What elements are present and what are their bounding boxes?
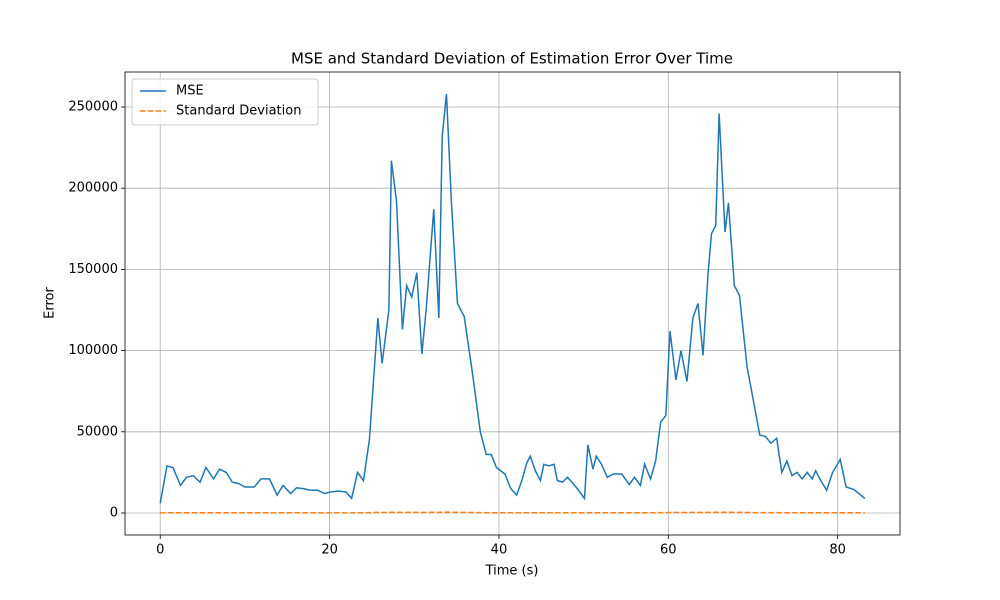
y-tick-label: 100000 xyxy=(68,343,118,358)
plot-frame xyxy=(124,71,901,536)
legend: MSE Standard Deviation xyxy=(131,78,319,126)
chart-title: MSE and Standard Deviation of Estimation… xyxy=(291,50,733,68)
legend-label: Standard Deviation xyxy=(176,104,301,119)
y-tick-label: 0 xyxy=(110,505,118,520)
x-tick-label: 0 xyxy=(156,543,164,558)
x-tick-label: 20 xyxy=(321,543,338,558)
legend-label: MSE xyxy=(176,84,204,99)
x-tick-label: 40 xyxy=(491,543,508,558)
y-tick-label: 50000 xyxy=(77,424,118,439)
x-tick-label: 60 xyxy=(660,543,677,558)
x-axis-label: Time (s) xyxy=(485,564,539,579)
data-line xyxy=(160,511,865,514)
x-tick-label: 80 xyxy=(829,543,846,558)
legend-box xyxy=(131,78,319,126)
data-line xyxy=(159,93,866,504)
y-tick-label: 200000 xyxy=(68,181,118,196)
y-axis-label: Error xyxy=(43,287,58,319)
y-tick-label: 150000 xyxy=(68,262,118,277)
y-tick-label: 250000 xyxy=(68,99,118,114)
